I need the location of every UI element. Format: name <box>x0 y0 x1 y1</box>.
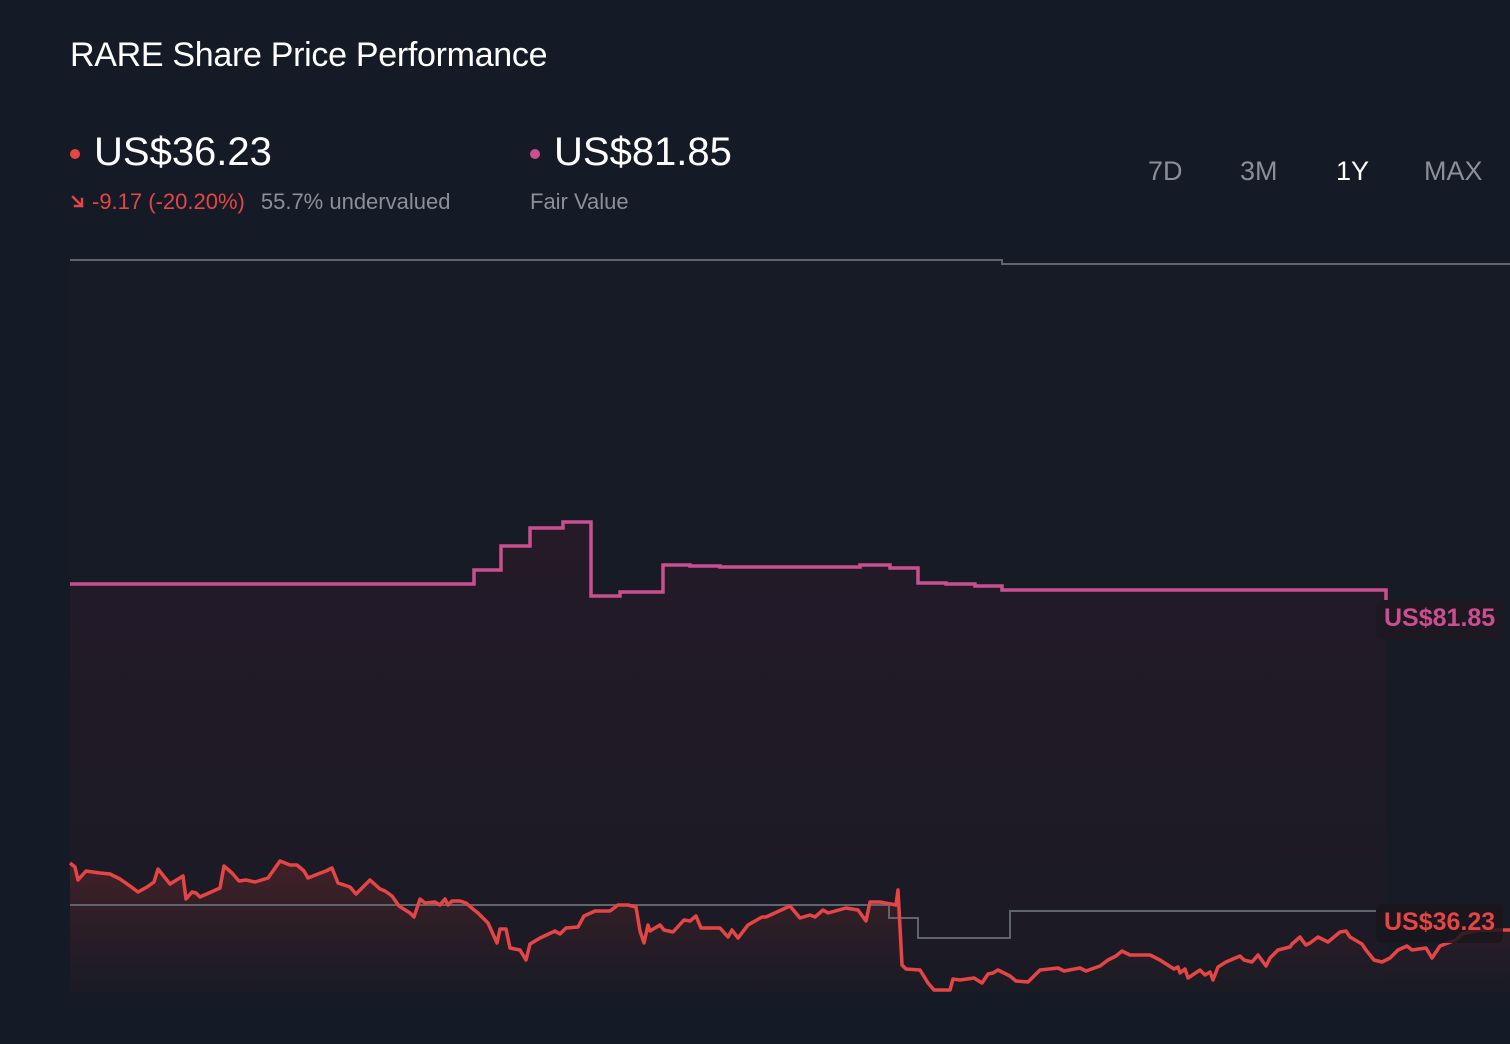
tab-7d[interactable]: 7D <box>1148 156 1183 186</box>
tab-1y[interactable]: 1Y <box>1336 156 1370 186</box>
price-area <box>70 861 1510 992</box>
valuation-text: 55.7% undervalued <box>260 189 451 214</box>
fair-value-tag: US$81.85 <box>1376 600 1504 639</box>
current-price-stat: US$36.23 -9.17 (-20.20%) 55.7% undervalu… <box>70 130 450 215</box>
tab-max[interactable]: MAX <box>1424 156 1483 186</box>
current-price-value: US$36.23 <box>94 130 272 174</box>
arrow-down-right-icon <box>71 195 84 208</box>
fair-value-value: US$81.85 <box>554 130 732 174</box>
price-change: -9.17 (-20.20%) <box>70 189 245 215</box>
reference-line-lower <box>70 904 1376 939</box>
fair-value-label: Fair Value <box>530 189 629 214</box>
price-line <box>68 859 1510 992</box>
fair-value-line <box>70 520 1388 600</box>
reference-line-upper <box>70 259 1510 265</box>
fair-value-area <box>70 522 1386 992</box>
tab-3m[interactable]: 3M <box>1240 156 1278 186</box>
page-title: RARE Share Price Performance <box>70 36 548 74</box>
price-legend-dot <box>70 148 80 159</box>
time-range-tabs: 7D 3M 1Y MAX <box>1148 156 1504 187</box>
price-change-value: -9.17 (-20.20%) <box>92 189 245 214</box>
price-tag: US$36.23 <box>1376 904 1504 943</box>
fair-value-stat: US$81.85 Fair Value <box>530 130 732 215</box>
fair-value-legend-dot <box>530 148 540 159</box>
